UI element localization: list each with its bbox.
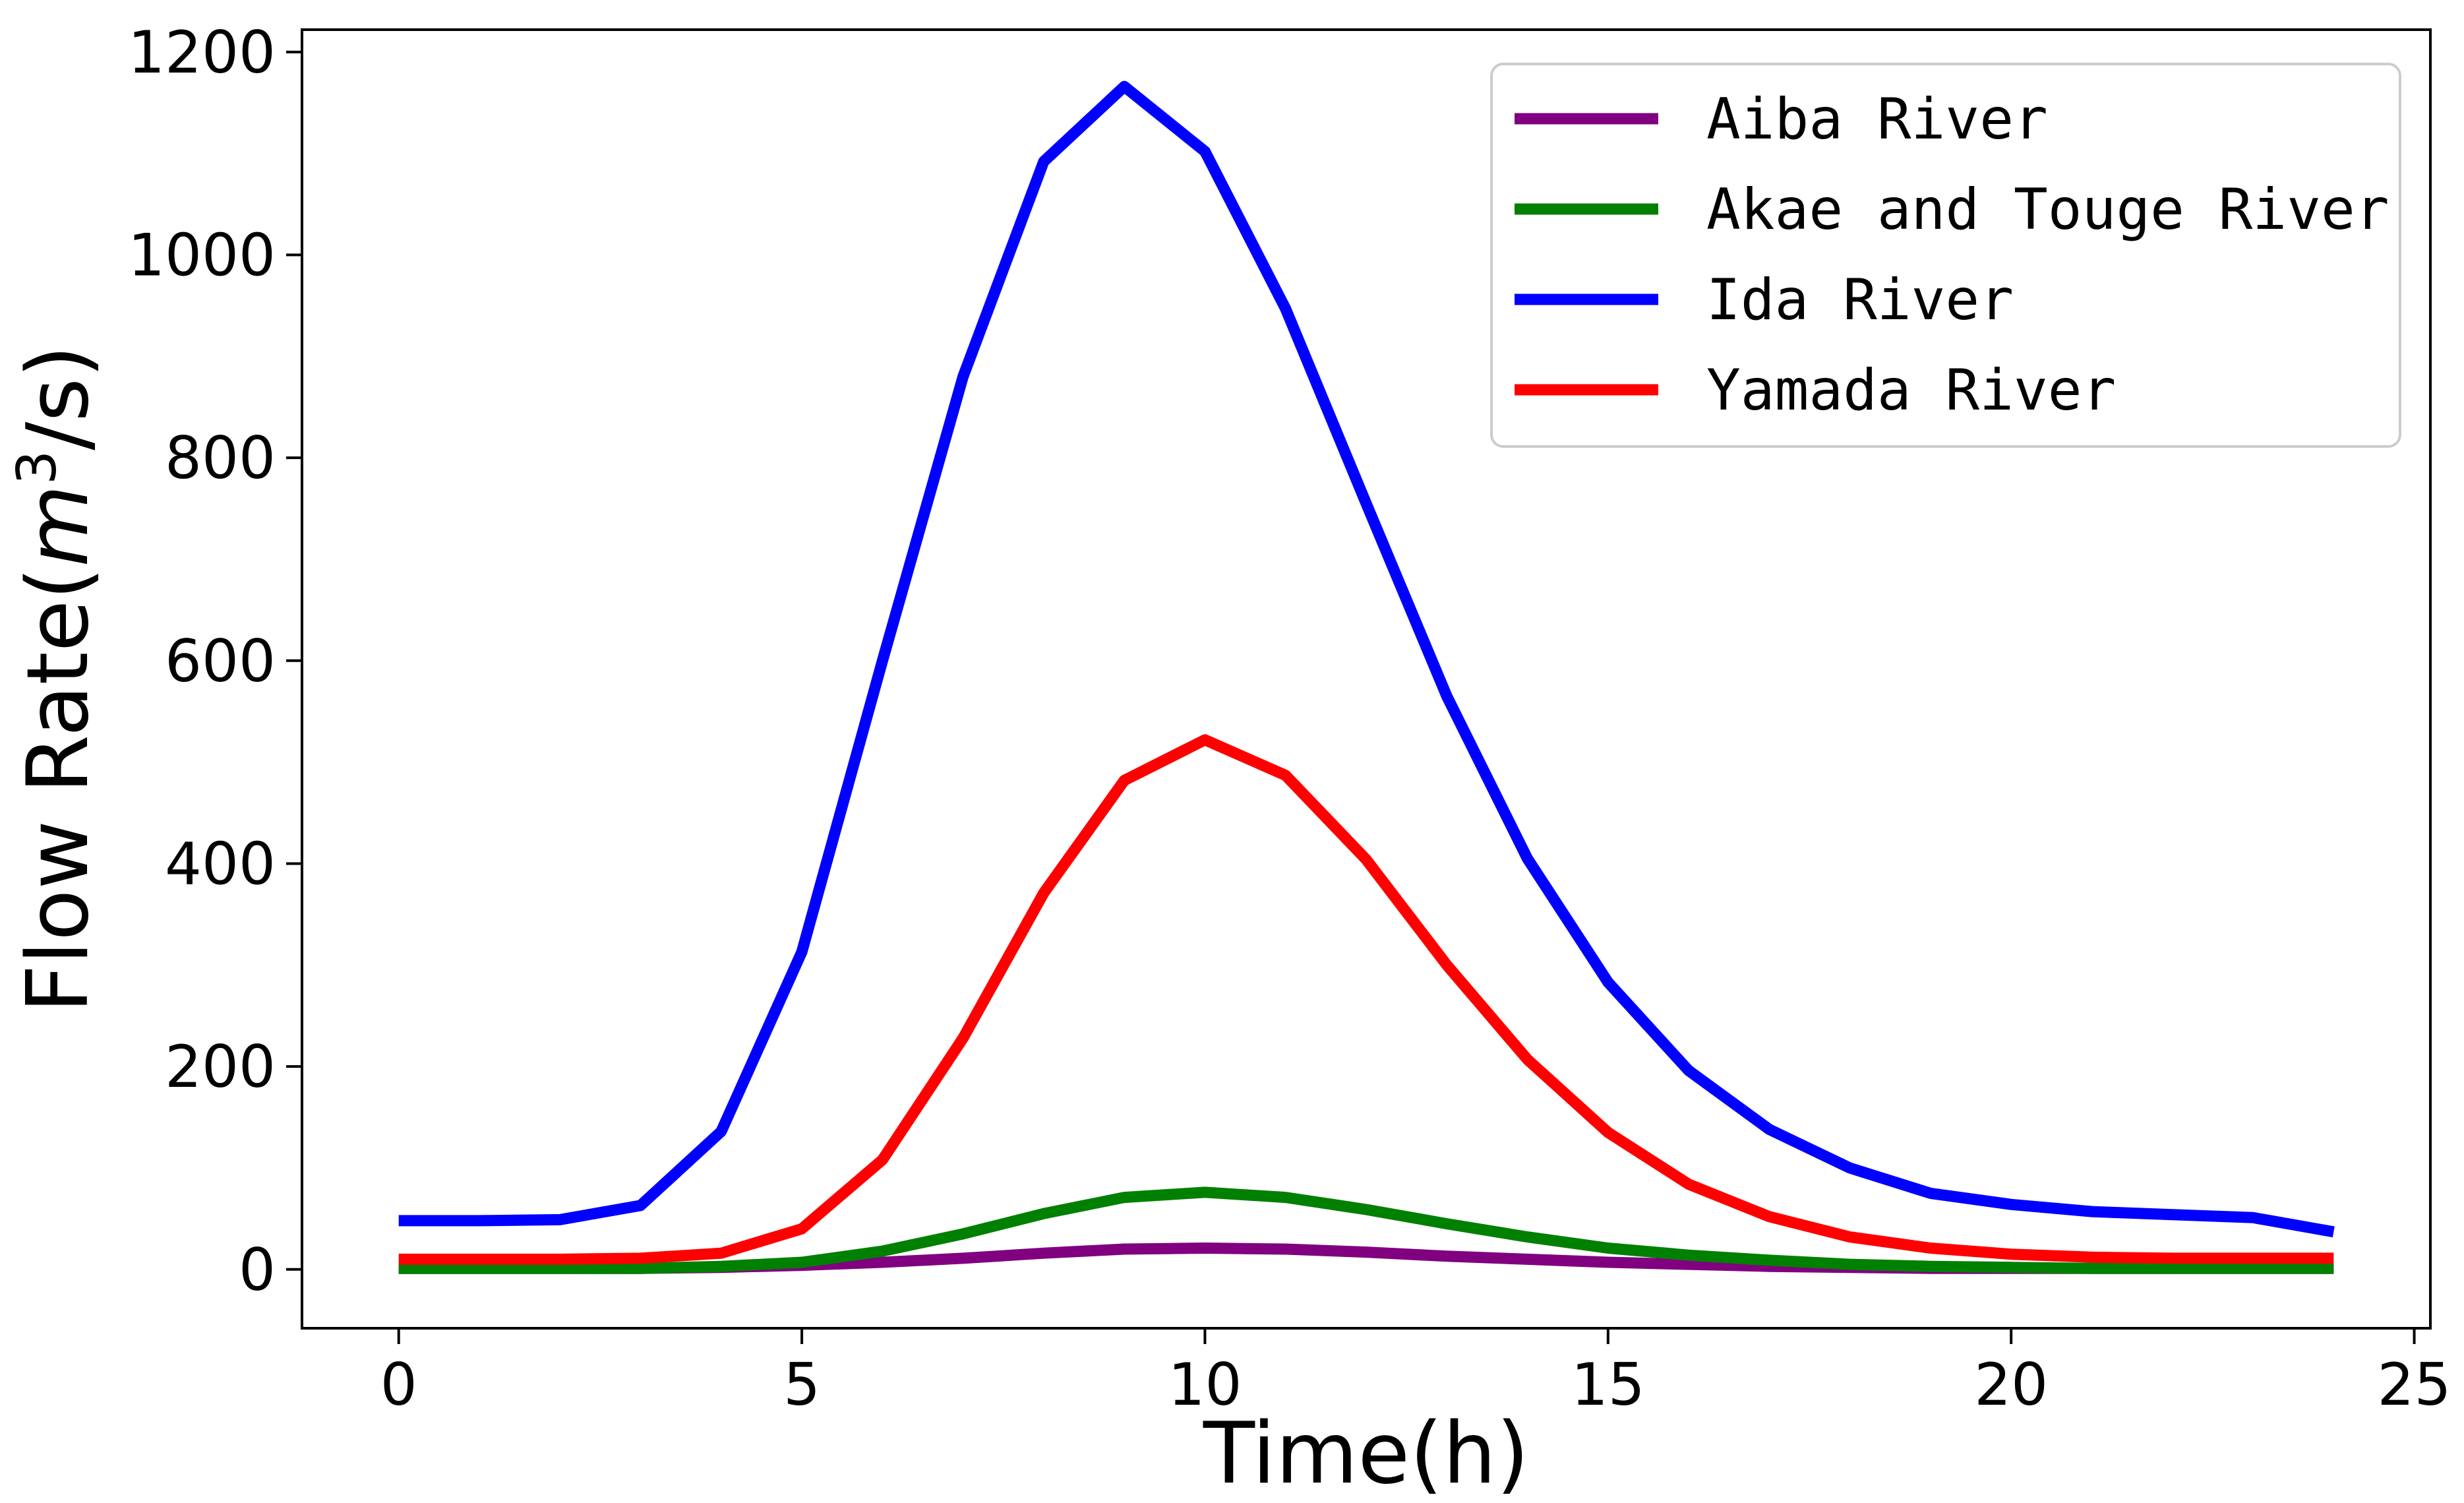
legend-label: Ida River xyxy=(1706,267,2014,333)
y-tick-label: 1000 xyxy=(128,221,276,289)
y-tick-label: 600 xyxy=(165,627,276,695)
y-tick-label: 200 xyxy=(165,1033,276,1101)
tick-layer: 0 5 10 15 20 25 0 200 400 600 800 1000 1200 xyxy=(128,18,2451,1419)
series-line-ida-river xyxy=(398,80,2335,1238)
y-tick-label: 1200 xyxy=(128,18,276,86)
x-tick-label: 25 xyxy=(2378,1351,2451,1419)
y-tick-label: 0 xyxy=(239,1236,276,1304)
x-tick-label: 15 xyxy=(1571,1351,1645,1419)
series-line-yamada-river xyxy=(398,734,2334,1265)
legend-label: Yamada River xyxy=(1706,357,2116,423)
y-axis-title-prefix: Flow Rate( xyxy=(9,567,107,1013)
y-axis-title-suffix: /s) xyxy=(9,345,107,450)
legend-label: Akae and Touge River xyxy=(1706,177,2389,243)
legend-box xyxy=(1490,63,2401,448)
x-tick-label: 5 xyxy=(783,1351,820,1419)
series-layer xyxy=(398,80,2335,1274)
x-tick-label: 10 xyxy=(1168,1351,1242,1419)
y-axis-title-variable: m xyxy=(9,485,107,567)
series-line-akae-and-touge-river xyxy=(398,1186,2334,1274)
legend-label: Aiba River xyxy=(1706,86,2048,152)
y-axis-title: Flow Rate(m3/s) xyxy=(6,345,107,1013)
x-axis-title: Time(h) xyxy=(1203,1405,1529,1503)
x-tick-label: 20 xyxy=(1974,1351,2048,1419)
legend: Aiba River Akae and Touge River Ida River Y… xyxy=(1490,63,2401,448)
y-tick-label: 400 xyxy=(165,830,276,898)
y-axis-title-superscript: 3 xyxy=(6,450,69,485)
plot-frame xyxy=(301,28,2432,1330)
x-tick-label: 0 xyxy=(380,1351,417,1419)
y-tick-label: 800 xyxy=(165,424,276,492)
